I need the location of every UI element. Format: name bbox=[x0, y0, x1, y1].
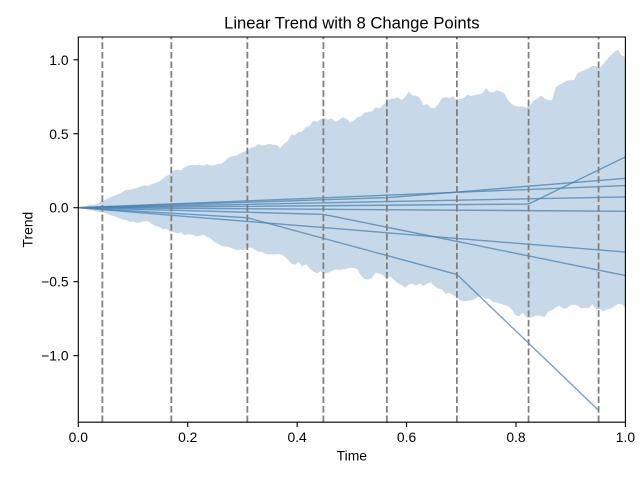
svg-text:0.2: 0.2 bbox=[178, 429, 198, 445]
svg-text:0.0: 0.0 bbox=[49, 200, 69, 216]
svg-text:−1.0: −1.0 bbox=[41, 348, 69, 364]
svg-text:0.5: 0.5 bbox=[49, 126, 69, 142]
svg-text:0.4: 0.4 bbox=[287, 429, 307, 445]
svg-text:1.0: 1.0 bbox=[616, 429, 636, 445]
svg-text:Linear Trend with 8 Change Poi: Linear Trend with 8 Change Points bbox=[224, 14, 480, 33]
svg-text:−0.5: −0.5 bbox=[41, 274, 69, 290]
svg-text:0.6: 0.6 bbox=[397, 429, 417, 445]
svg-text:Time: Time bbox=[337, 447, 368, 463]
svg-text:1.0: 1.0 bbox=[49, 52, 69, 68]
svg-text:0.0: 0.0 bbox=[69, 429, 89, 445]
svg-text:Trend: Trend bbox=[20, 212, 36, 248]
svg-text:0.8: 0.8 bbox=[506, 429, 526, 445]
